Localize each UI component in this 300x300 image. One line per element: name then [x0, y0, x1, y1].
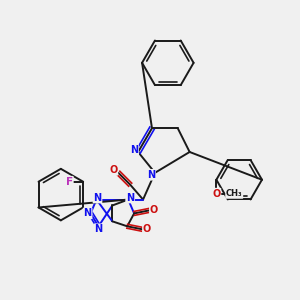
Text: N: N	[126, 193, 134, 202]
Text: N: N	[147, 170, 155, 180]
Text: N: N	[130, 145, 138, 155]
Text: O: O	[143, 224, 151, 234]
Text: N: N	[83, 208, 92, 218]
Text: O: O	[212, 189, 220, 199]
Text: CH₃: CH₃	[226, 189, 242, 198]
Text: O: O	[150, 206, 158, 215]
Text: N: N	[93, 193, 102, 202]
Text: N: N	[94, 224, 103, 234]
Text: O: O	[109, 165, 118, 175]
Text: F: F	[66, 177, 73, 187]
